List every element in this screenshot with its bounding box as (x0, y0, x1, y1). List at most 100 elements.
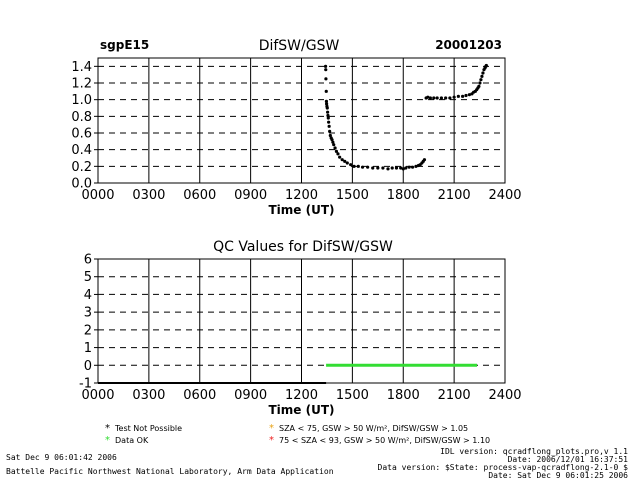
x-tick-label: 1800 (387, 388, 420, 403)
x-tick-label: 1800 (387, 188, 420, 203)
data-point (330, 138, 334, 142)
data-point (464, 93, 468, 98)
data-point (371, 166, 375, 170)
data-point (467, 93, 471, 97)
data-point (452, 95, 456, 99)
data-point (448, 96, 452, 100)
data-point (326, 116, 330, 120)
y-tick-label: 1.4 (71, 60, 92, 75)
x-tick-label: 2100 (438, 388, 471, 403)
x-tick-label: 0600 (183, 188, 216, 203)
data-point (390, 166, 394, 170)
legend-marker: * (269, 435, 274, 446)
legend: * Test Not Possible * SZA < 75, GSW > 50 W/… (105, 423, 490, 446)
run-date: Sat Dec 9 06:01:42 2006 (6, 453, 117, 462)
data-point (394, 166, 399, 170)
data-point (386, 167, 390, 171)
data-point (331, 140, 335, 144)
y-tick-label: 0 (84, 359, 92, 374)
x-tick-label: 0900 (234, 188, 267, 203)
y-tick-label: 4 (84, 288, 92, 303)
data-point (477, 84, 481, 88)
x-tick-label: 0300 (132, 188, 165, 203)
legend-label: Test Not Possible (114, 424, 182, 433)
data-point (345, 161, 349, 165)
y-tick-label: 2 (84, 323, 92, 338)
data-point (334, 149, 339, 153)
plot-panel-top: 0000 0300 0600 0900 1200 1500 1800 2100 2400 0.0 0… (71, 57, 522, 217)
data-point (381, 166, 385, 170)
x-tick-label: 2400 (488, 188, 521, 203)
x-tick-label: 1200 (285, 388, 318, 403)
data-point (323, 64, 328, 68)
data-point (324, 99, 329, 103)
data-point (324, 102, 329, 106)
plot-panel-bottom: 0000 0300 0600 0900 1200 1500 1800 2100 2400 -1 0 1… (79, 253, 522, 418)
data-point (478, 81, 482, 85)
x-tick-label: 0000 (81, 388, 114, 403)
y-tick-label: 0.0 (71, 177, 92, 192)
data-point (399, 166, 403, 170)
data-point (325, 106, 329, 110)
idl-version: IDL version: qcradflong_plots.pro,v 1.1 (440, 447, 628, 456)
data-point (336, 152, 340, 156)
data-point (461, 94, 465, 98)
y-tick-label: 0.2 (71, 160, 92, 175)
lab-credit: Battelle Pacific Northwest National Labo… (6, 467, 334, 476)
data-point (324, 68, 328, 72)
data-point (360, 165, 365, 169)
data-point (326, 110, 330, 114)
y-tick-label: 1 (84, 341, 92, 356)
legend-marker: * (105, 423, 110, 434)
data-point (340, 158, 344, 162)
data-point (456, 94, 460, 98)
data-point (404, 166, 408, 170)
y-tick-label: 1.2 (71, 77, 92, 92)
data-point (432, 96, 436, 100)
data-point (328, 133, 332, 138)
data-point (439, 96, 444, 100)
x-tick-label: 2100 (438, 188, 471, 203)
y-tick-label: 3 (84, 306, 92, 321)
data-point (324, 77, 328, 81)
data-point (349, 163, 353, 167)
y-tick-label: 6 (84, 253, 92, 268)
legend-marker: * (269, 423, 274, 434)
data-point (327, 124, 331, 128)
chart-title-bottom: QC Values for DifSW/GSW (213, 239, 393, 255)
x-axis-label: Time (UT) (268, 203, 334, 217)
y-tick-label: 5 (84, 270, 92, 285)
legend-marker: * (105, 435, 110, 446)
data-point (422, 158, 427, 162)
x-tick-label: 1200 (285, 188, 318, 203)
data-point (333, 146, 337, 150)
data-point (426, 95, 430, 99)
data-point (480, 74, 484, 78)
data-version: Data version: $State: process-vap-qcradf… (377, 463, 628, 472)
y-tick-label: 0.4 (71, 143, 92, 158)
y-tick-label: 1.0 (71, 93, 92, 108)
site-id: sgpE15 (100, 38, 149, 52)
data-point (414, 164, 418, 168)
date-label: 20001203 (435, 38, 502, 52)
chart-title-top: DifSW/GSW (259, 38, 340, 54)
data-point (484, 63, 488, 68)
data-point (324, 89, 328, 93)
data-point (435, 96, 439, 100)
data-point (326, 113, 330, 118)
data-point (332, 143, 336, 147)
x-tick-label: 0900 (234, 388, 267, 403)
x-tick-label: 0600 (183, 388, 216, 403)
data-point (444, 96, 448, 100)
x-tick-label: 1500 (336, 388, 369, 403)
data-point (479, 78, 483, 82)
x-axis-label: Time (UT) (268, 403, 334, 417)
legend-label: Data OK (115, 436, 149, 445)
idl-date: Date: 2006/12/01 16:37:51 (507, 455, 628, 464)
data-point (410, 165, 415, 169)
data-point (407, 165, 411, 169)
x-tick-label: 0000 (81, 188, 114, 203)
x-tick-label: 2400 (488, 388, 521, 403)
data-point (328, 129, 332, 133)
